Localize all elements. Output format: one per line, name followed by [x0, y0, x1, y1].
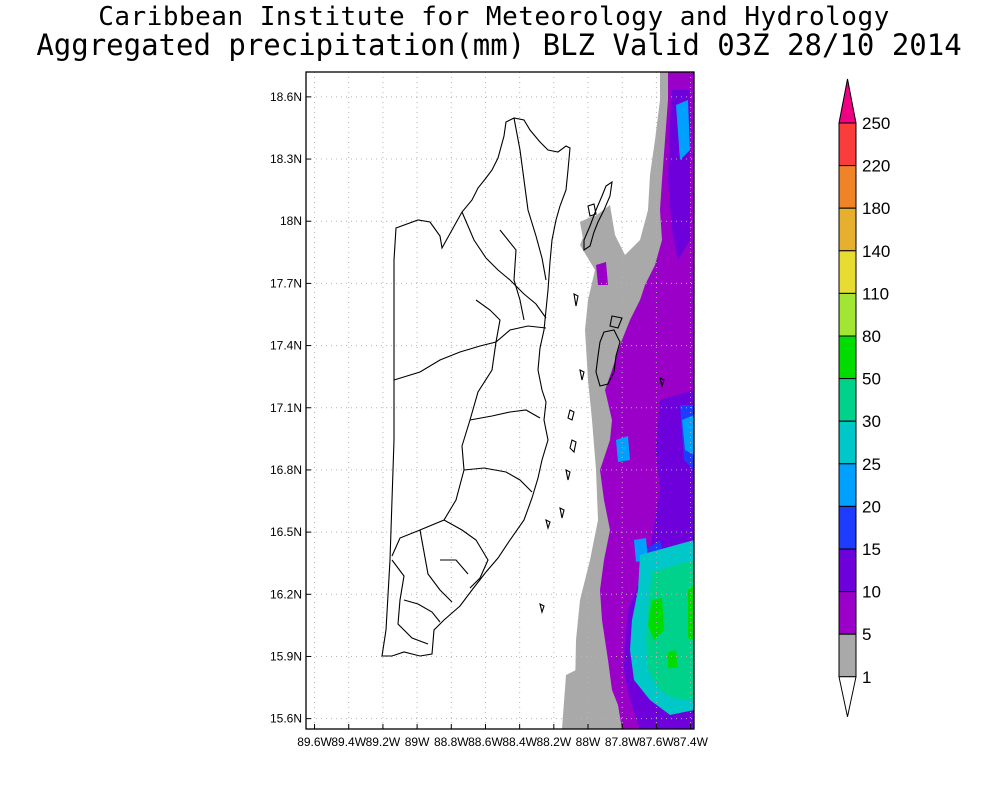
precip-shade-20mm	[682, 415, 694, 455]
lon-tick-label: 87.4W	[673, 735, 708, 749]
colorbar-label: 50	[862, 370, 881, 389]
district-border	[440, 559, 469, 575]
colorbar-label: 110	[862, 284, 889, 303]
lon-tick-label: 87.6W	[639, 735, 674, 749]
colorbar-arrow-bottom	[838, 676, 857, 717]
district-border	[443, 519, 489, 589]
district-border	[393, 325, 547, 381]
precip-shade-5mm	[640, 328, 652, 360]
precip-shade-1mm	[562, 668, 612, 729]
colorbar-segment	[838, 420, 857, 465]
island-caye	[609, 315, 623, 329]
lat-tick-label: 17.4N	[270, 339, 302, 353]
colorbar-label: 25	[862, 455, 881, 474]
colorbar-segment	[838, 378, 857, 422]
colorbar-label: 140	[862, 242, 890, 261]
colorbar-segment	[838, 505, 857, 550]
colorbar-label: 220	[862, 157, 890, 176]
precip-shade-30mm	[646, 560, 694, 700]
colorbar-label: 180	[862, 199, 890, 218]
colorbar-segment	[838, 122, 857, 167]
colorbar-label: 20	[862, 497, 881, 516]
district-border	[463, 467, 533, 493]
island-ambergris	[583, 180, 613, 252]
map-frame	[305, 71, 695, 730]
island-caye	[539, 602, 545, 614]
district-border	[475, 299, 501, 343]
colorbar-segment	[838, 335, 857, 380]
colorbar-segment	[838, 292, 857, 337]
colorbar-label: 10	[862, 583, 881, 602]
header-institute: Caribbean Institute for Meteorology and …	[98, 2, 890, 32]
precipitation-field	[562, 72, 694, 729]
district-border	[513, 117, 547, 281]
lat-tick-label: 18.3N	[270, 152, 302, 166]
district-border	[391, 559, 429, 645]
lat-tick-label: 15.6N	[270, 712, 302, 726]
colorbar-segment	[838, 250, 857, 294]
district-border	[469, 409, 541, 421]
colorbar-label: 250	[862, 114, 890, 133]
colorbar-label: 30	[862, 412, 881, 431]
island-caye	[559, 507, 565, 519]
belize-outline	[381, 117, 571, 657]
lon-tick-label: 89.2W	[366, 735, 401, 749]
district-border	[419, 529, 453, 603]
lon-tick-label: 89.4W	[331, 735, 366, 749]
colorbar-segment	[838, 633, 857, 678]
district-border	[461, 211, 547, 319]
lat-tick-label: 16.5N	[270, 525, 302, 539]
lon-tick-label: 88.4W	[502, 735, 537, 749]
island-caye	[569, 439, 577, 454]
island-caye	[659, 376, 665, 388]
precip-shade-50mm	[648, 598, 664, 640]
precip-shade-20mm	[616, 436, 630, 462]
lon-tick-label: 88.8W	[434, 735, 469, 749]
island-caye	[567, 409, 575, 421]
island-turneffe	[595, 329, 621, 387]
lon-tick-label: 88W	[576, 735, 601, 749]
colorbar-segment	[838, 591, 857, 635]
island-caye	[573, 293, 579, 307]
island-caye	[579, 369, 585, 381]
longitude-axis: 89.6W 89.4W 89.2W 89W 88.8W 88.6W 88.4W 88.2W 88…	[297, 724, 709, 749]
island-caye	[587, 203, 597, 217]
lon-tick-label: 88.6W	[468, 735, 503, 749]
lat-tick-label: 16.8N	[270, 463, 302, 477]
colorbar-arrow-top	[838, 78, 857, 124]
lat-tick-label: 18.6N	[270, 90, 302, 104]
lon-tick-label: 88.2W	[536, 735, 571, 749]
precip-shade-20mm	[676, 100, 690, 160]
lat-tick-label: 17.1N	[270, 401, 302, 415]
colorbar-label: 1	[862, 668, 871, 687]
lat-tick-label: 15.9N	[270, 649, 302, 663]
island-caye	[545, 518, 551, 530]
lat-tick-label: 16.2N	[270, 587, 302, 601]
colorbar-segment	[838, 165, 857, 209]
colorbar-label: 5	[862, 625, 871, 644]
latitude-axis: 18.6N 18.3N 18N 17.7N 17.4N 17.1N 16.8N 16.5N 16…	[270, 90, 311, 726]
district-border	[499, 229, 525, 321]
precip-shade-50mm	[668, 650, 678, 668]
colorbar-segment	[838, 207, 857, 252]
precip-shade-5mm	[596, 262, 608, 285]
lat-tick-label: 18N	[280, 214, 302, 228]
colorbar-label: 15	[862, 540, 881, 559]
district-border	[403, 599, 441, 623]
map-title: Aggregated precipitation(mm) BLZ Valid 0…	[36, 28, 962, 62]
island-caye	[565, 469, 571, 481]
colorbar-segment	[838, 548, 857, 593]
lon-tick-label: 87.8W	[605, 735, 640, 749]
belize-boundaries	[381, 117, 665, 657]
colorbar-segment	[838, 463, 857, 507]
lon-tick-label: 89.6W	[297, 735, 332, 749]
colorbar-label: 80	[862, 327, 881, 346]
lat-tick-label: 17.7N	[270, 276, 302, 290]
lon-tick-label: 89W	[405, 735, 430, 749]
